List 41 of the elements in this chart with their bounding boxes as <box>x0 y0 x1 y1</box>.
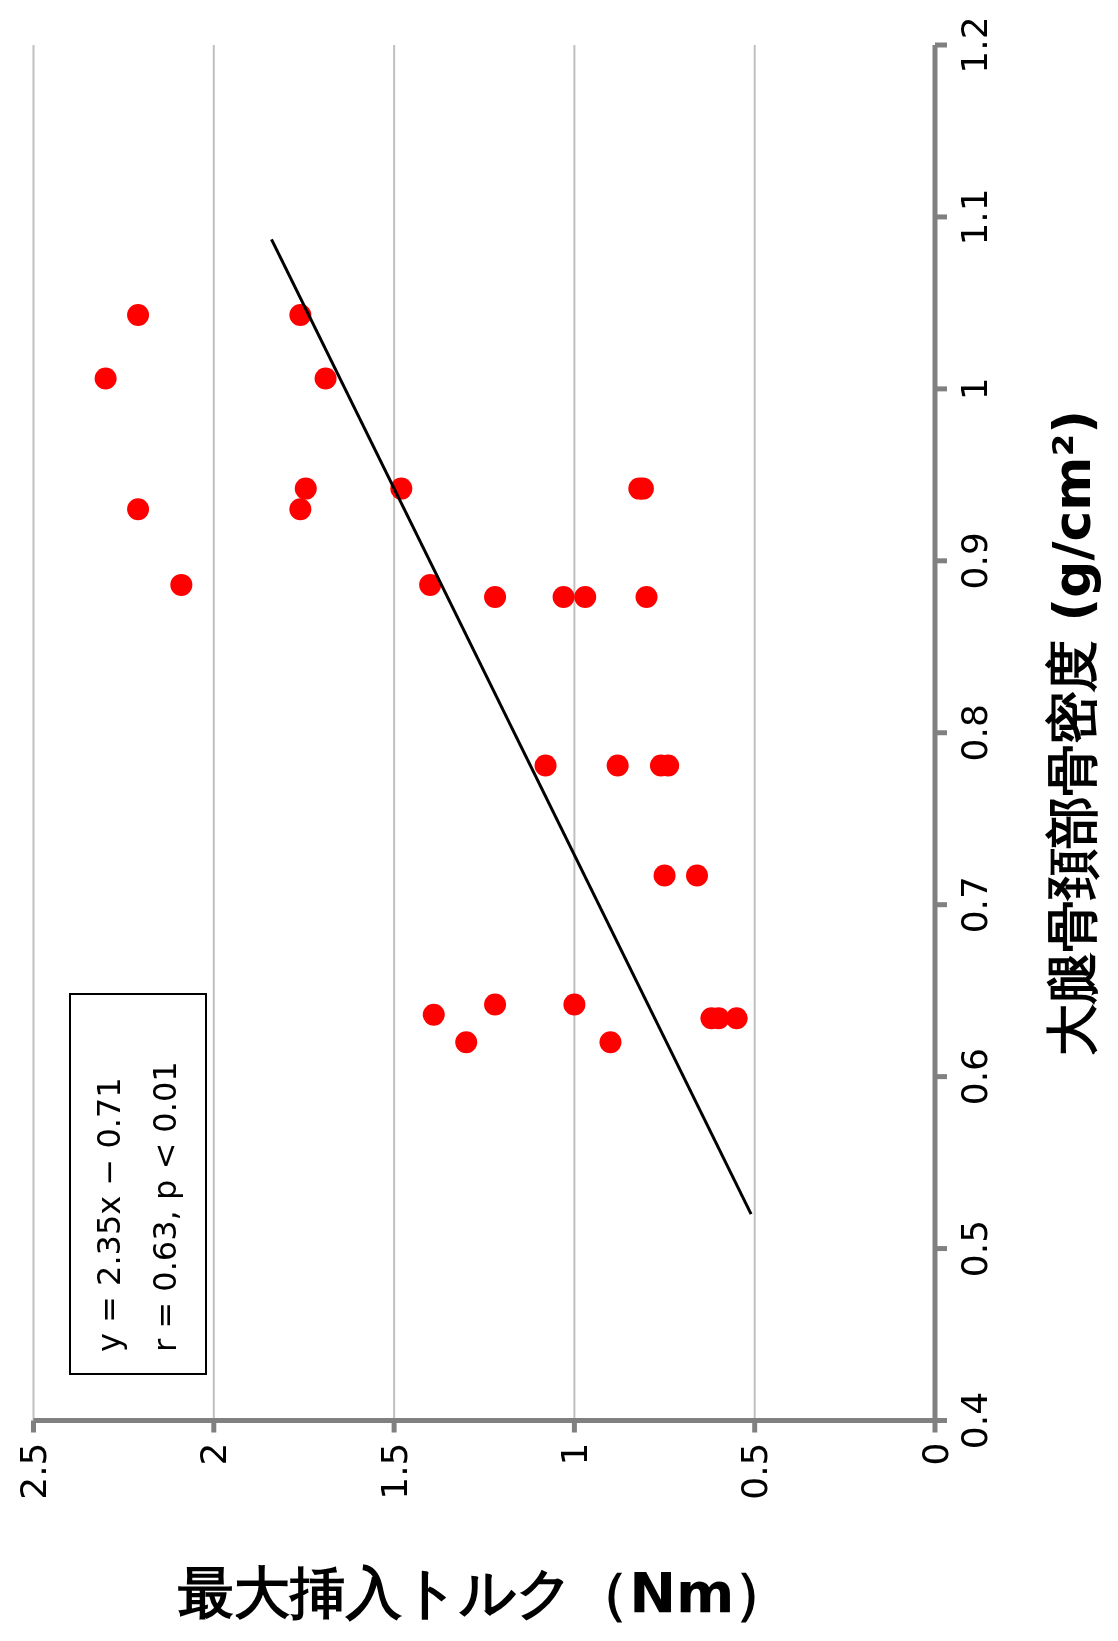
point <box>422 1003 445 1026</box>
point <box>127 303 150 326</box>
x-tick-label: 1 <box>553 1442 595 1466</box>
y-tick-label: 1.1 <box>954 188 995 246</box>
y-tick-label: 0.9 <box>954 532 995 590</box>
point <box>653 864 676 887</box>
point <box>725 1007 748 1030</box>
point <box>484 993 507 1016</box>
point <box>294 477 317 500</box>
point <box>127 498 150 521</box>
point <box>563 993 586 1016</box>
annotation: r = 0.63, p < 0.01 <box>146 1061 184 1352</box>
point <box>314 367 337 390</box>
y-tick-label: 0.8 <box>954 704 995 762</box>
point <box>686 864 708 887</box>
point <box>170 573 193 596</box>
x-tick-label: 1.5 <box>373 1442 415 1500</box>
y-tick-label: 1.2 <box>954 16 995 74</box>
annotation: y = 2.35x − 0.71 <box>90 1077 128 1352</box>
point <box>635 585 658 608</box>
point <box>484 585 507 608</box>
point <box>419 573 442 596</box>
point <box>534 754 557 777</box>
x-tick-label: 0 <box>914 1442 956 1466</box>
point <box>455 1031 478 1054</box>
y-tick-label: 0.7 <box>954 876 995 934</box>
y-tick-label: 0.5 <box>954 1219 995 1278</box>
x-tick-label: 2 <box>193 1442 235 1466</box>
point <box>289 498 312 521</box>
x-axis-title: 最大挿入トルク（Nm） <box>178 1560 791 1625</box>
x-tick-label: 0.5 <box>734 1442 776 1500</box>
y-tick-label: 1 <box>954 377 995 401</box>
y-tick-label: 0.6 <box>954 1047 995 1106</box>
point <box>94 367 117 390</box>
point <box>606 754 629 777</box>
y-tick-label: 0.4 <box>954 1391 995 1450</box>
y-axis-title: 大腿骨頚部骨密度 (g/cm²) <box>1042 409 1102 1056</box>
x-tick-label: 2.5 <box>13 1442 54 1500</box>
point <box>552 585 575 608</box>
point <box>574 585 597 608</box>
point <box>599 1031 622 1054</box>
